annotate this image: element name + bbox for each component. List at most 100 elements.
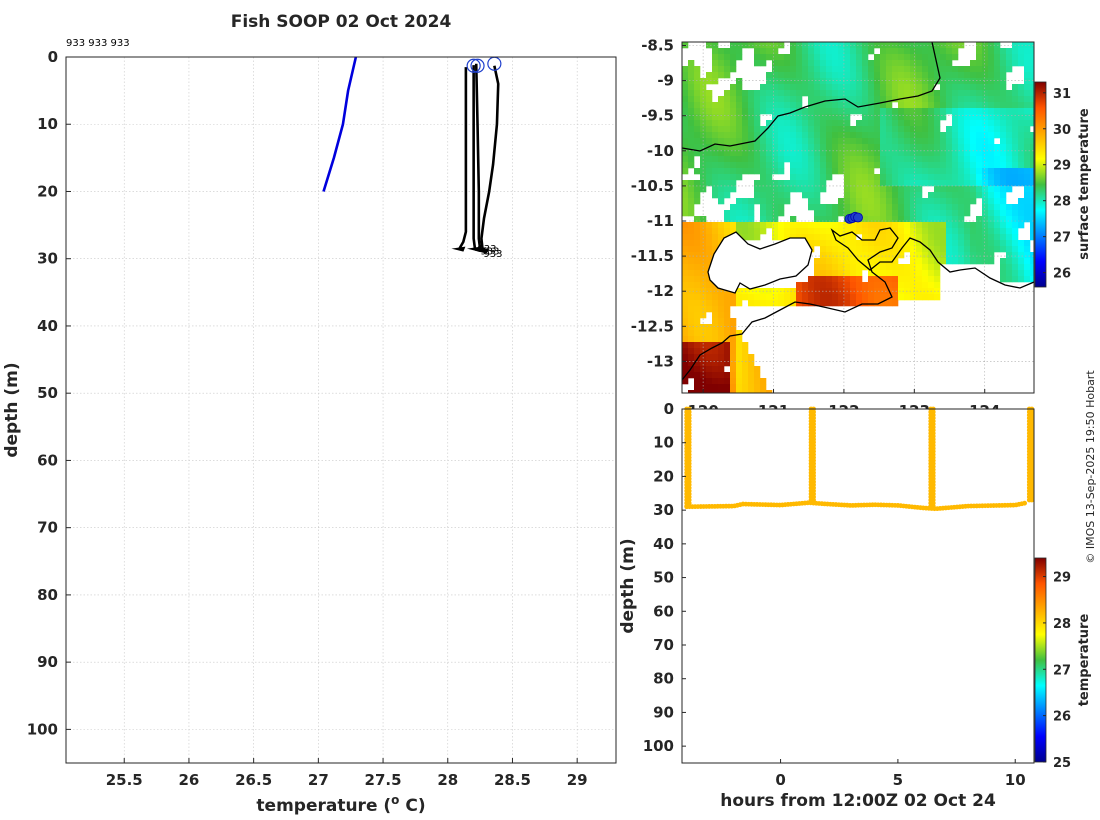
sst-cell [814,270,821,277]
sst-cell [916,234,923,241]
sst-cell [772,72,779,79]
sst-cell [892,234,899,241]
sst-cell [724,60,731,67]
sst-cell [892,282,899,289]
sst-cell [940,174,947,181]
sst-cell [1030,66,1034,73]
sst-cell [868,132,875,139]
sst-cell [868,42,875,49]
sst-cell [1012,180,1019,187]
sst-cell [724,390,731,393]
sst-cell [820,96,827,103]
sst-cell [760,180,767,187]
sst-cell [856,276,863,283]
sst-cell [814,126,821,133]
sst-cell [874,42,881,49]
sst-cell [850,234,857,241]
sst-cell [880,210,887,217]
sst-cell [988,234,995,241]
sst-cell [808,126,815,133]
sst-cell [994,60,1001,67]
sst-cell [1018,120,1025,127]
sst-cell [982,216,989,223]
sst-cell [850,96,857,103]
sst-cell [790,60,797,67]
sst-cell [700,294,707,301]
sst-cell [1018,42,1025,49]
sst-cell [724,300,731,307]
sst-cell [814,240,821,247]
sst-cell [886,258,893,265]
sst-cell [724,120,731,127]
sst-cell [706,252,713,259]
sst-cell [826,264,833,271]
sst-cell [946,54,953,61]
sst-cell [724,156,731,163]
sst-cell [682,150,689,157]
sst-cell [952,144,959,151]
sst-cell [826,294,833,301]
sst-cell [940,258,947,265]
sst-cell [730,54,737,61]
sst-cell [922,42,929,49]
sst-cell [958,138,965,145]
sst-cell [976,72,983,79]
sst-cell [958,150,965,157]
sst-cell [712,390,719,393]
sst-cell [736,48,743,55]
sst-cell [760,126,767,133]
sst-cell [700,126,707,133]
sst-y-tick-label: -9 [657,72,674,90]
sst-cell [1000,84,1007,91]
sst-cell [886,264,893,271]
sst-cell [1024,270,1031,277]
sst-cell [898,222,905,229]
sst-cell [1030,60,1034,67]
sst-cell [940,186,947,193]
sst-cell [958,222,965,229]
sst-cell [748,120,755,127]
sst-cell [880,240,887,247]
sst-cell [856,186,863,193]
sst-cell [856,270,863,277]
sst-cell [856,120,863,127]
sst-cell [688,276,695,283]
sst-cell [784,108,791,115]
sst-cell [892,126,899,133]
sst-cell [718,150,725,157]
sst-cell [940,48,947,55]
sst-cell [796,168,803,175]
sst-cell [916,192,923,199]
sst-cell [940,204,947,211]
section-axes-box [681,408,1035,764]
sst-cell [796,234,803,241]
sst-cell [814,84,821,91]
sst-cell [826,174,833,181]
sst-cell [988,108,995,115]
sst-cell [868,150,875,157]
sst-cell [760,144,767,151]
sst-cell [820,48,827,55]
sst-cell [946,66,953,73]
sst-cell [712,330,719,337]
sst-cell [844,114,851,121]
sst-cell [934,150,941,157]
sst-cell [796,120,803,127]
sst-cell [760,198,767,205]
sst-cell [910,42,917,49]
sst-cell [880,156,887,163]
sst-cell [724,66,731,73]
sst-cell [844,42,851,49]
sst-cell [886,174,893,181]
sst-cell [730,378,737,385]
sst-cell [724,150,731,157]
sst-cell [760,102,767,109]
sst-cell [940,228,947,235]
sst-cell [862,114,869,121]
sst-cell [844,300,851,307]
sst-cell [988,144,995,151]
sst-cell [682,378,689,385]
sst-cell [844,264,851,271]
